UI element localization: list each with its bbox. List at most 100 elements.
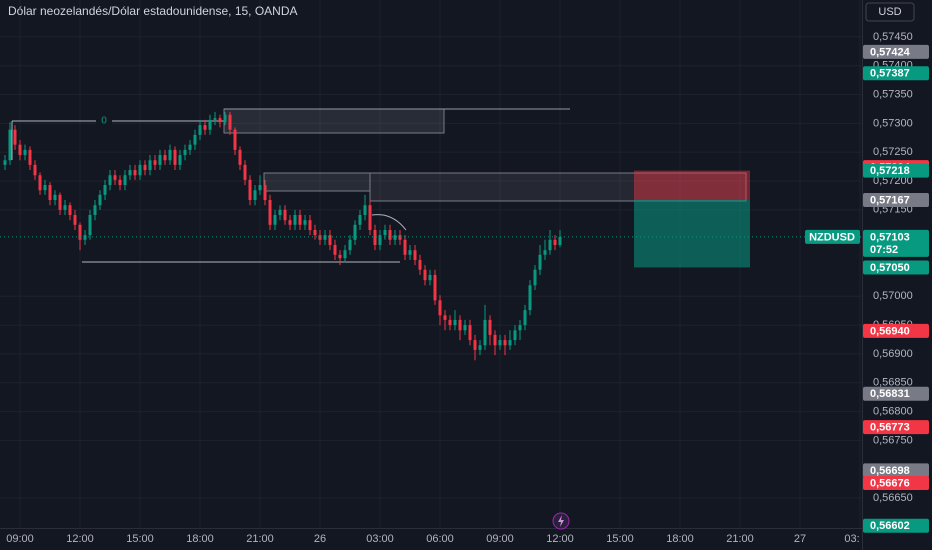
zone-rectangle — [223, 108, 445, 134]
candle-body — [213, 118, 217, 120]
x-tick-label: 12:00 — [66, 533, 94, 545]
candle-body — [28, 149, 32, 165]
price-tag — [863, 518, 929, 533]
candle-body — [63, 205, 67, 210]
candle-body — [93, 205, 97, 216]
candle-body — [518, 325, 522, 331]
price-tag-label: 0,57167 — [870, 194, 910, 206]
candle-body — [203, 125, 207, 130]
candle-body — [218, 118, 222, 123]
price-tag-label: 0,56831 — [870, 388, 910, 400]
x-tick-label: 18:00 — [186, 533, 214, 545]
candles — [0, 111, 862, 361]
candle-body — [238, 149, 242, 165]
candle-body — [303, 220, 307, 225]
candle-body — [13, 129, 17, 145]
x-tick-label: 15:00 — [606, 533, 634, 545]
stop-zone — [634, 170, 750, 201]
candle-body — [38, 175, 42, 191]
y-tick-label: 0,56850 — [873, 377, 913, 389]
x-tick-label: 21:00 — [726, 533, 754, 545]
candle-body — [33, 164, 37, 176]
candle-body — [528, 285, 532, 311]
candle-body — [423, 269, 427, 281]
y-tick-label: 0,57350 — [873, 88, 913, 100]
candle-body — [438, 300, 442, 316]
candle-body — [298, 215, 302, 225]
candle-body — [428, 274, 432, 281]
price-tag-label: 0,57424 — [870, 46, 911, 58]
y-tick-label: 0,57450 — [873, 31, 913, 43]
candle-body — [208, 119, 212, 130]
candle-body — [333, 244, 337, 255]
price-tag-label: 0,57218 — [870, 165, 910, 177]
candle-body — [363, 205, 367, 216]
symbol-label: NZDUSD — [809, 231, 855, 243]
currency-button[interactable] — [865, 2, 915, 22]
candle-body — [478, 345, 482, 350]
y-tick-label: 0,57200 — [873, 175, 913, 187]
candle-body — [498, 340, 502, 346]
price-tag-label: 0,57387 — [870, 68, 910, 80]
price-tag — [863, 66, 929, 81]
candle-body — [473, 340, 477, 350]
candle-body — [193, 134, 197, 145]
candle-body — [443, 315, 447, 320]
candle-body — [463, 325, 467, 331]
price-tag-label: 0,56698 — [870, 465, 910, 477]
x-tick-label: 18:00 — [666, 533, 694, 545]
flash-icon-glyph — [558, 515, 564, 527]
candle-body — [98, 194, 102, 206]
candle-body — [148, 160, 152, 171]
x-tick-label: 09:00 — [486, 533, 514, 545]
price-tag — [863, 386, 929, 401]
candle-body — [143, 164, 147, 171]
candle-body — [228, 114, 232, 130]
candle-body — [408, 250, 412, 255]
price-tag — [863, 463, 929, 478]
candle-body — [403, 239, 407, 255]
y-tick-label: 0,56750 — [873, 434, 913, 446]
candle-body — [483, 319, 487, 346]
candle-body — [273, 215, 277, 225]
candle-body — [413, 250, 417, 260]
candle-body — [338, 254, 342, 259]
candle-body — [288, 220, 292, 225]
price-tag — [863, 260, 929, 275]
candle-body — [58, 194, 62, 210]
x-tick-label: 21:00 — [246, 533, 274, 545]
candle-body — [168, 149, 172, 161]
candle-body — [108, 175, 112, 186]
candle-body — [233, 129, 237, 150]
candle-body — [198, 125, 202, 135]
currency-label[interactable]: USD — [878, 6, 901, 18]
x-tick-label: 27 — [794, 533, 806, 545]
price-tag — [863, 44, 929, 59]
candle-body — [178, 155, 182, 165]
candle-body — [508, 340, 512, 346]
candle-body — [378, 235, 382, 245]
candle-body — [183, 149, 187, 156]
candle-body — [388, 229, 392, 240]
x-tick-label: 12:00 — [546, 533, 574, 545]
candle-body — [83, 235, 87, 240]
candle-body — [263, 185, 267, 201]
y-tick-label: 0,57000 — [873, 290, 913, 302]
price-tag-label: 0,56676 — [870, 477, 910, 489]
candle-body — [138, 164, 142, 176]
candle-body — [513, 330, 517, 341]
candle-body — [153, 160, 157, 165]
candle-body — [118, 179, 122, 186]
last-price-tag — [863, 229, 929, 257]
candle-body — [323, 235, 327, 240]
candle-body — [258, 185, 262, 191]
grid — [0, 0, 862, 528]
candle-body — [488, 319, 492, 335]
chart-title: Dólar neozelandés/Dólar estadounidense, … — [8, 4, 298, 18]
x-tick-label: 09:00 — [6, 533, 34, 545]
price-tag-label: 0,56602 — [870, 520, 910, 532]
candle-body — [328, 235, 332, 245]
candle-body — [128, 170, 132, 176]
last-price-label: 0,57103 — [870, 231, 910, 243]
